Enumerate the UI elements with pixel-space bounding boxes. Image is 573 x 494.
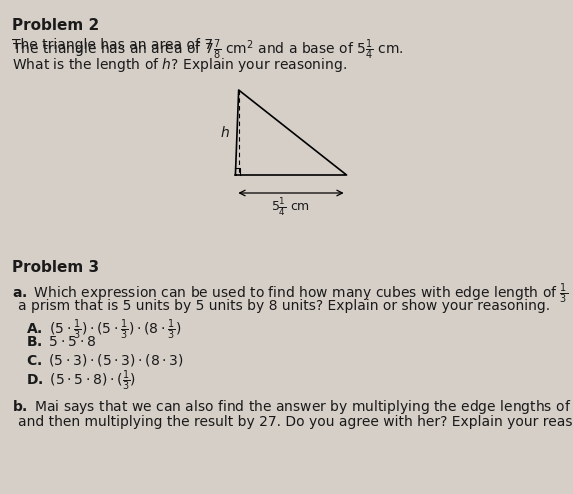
Text: $\bf{A.}$ $(5 \cdot \frac{1}{3}) \cdot (5 \cdot \frac{1}{3}) \cdot (8 \cdot \fra: $\bf{A.}$ $(5 \cdot \frac{1}{3}) \cdot (… [26, 318, 182, 342]
Text: Problem 3: Problem 3 [12, 260, 99, 275]
Text: and then multiplying the result by 27. Do you agree with her? Explain your reaso: and then multiplying the result by 27. D… [18, 415, 573, 429]
Text: $h$: $h$ [219, 125, 230, 140]
Text: $\bf{C.}$ $(5 \cdot 3) \cdot (5 \cdot 3) \cdot (8 \cdot 3)$: $\bf{C.}$ $(5 \cdot 3) \cdot (5 \cdot 3)… [26, 352, 184, 368]
Text: $5\frac{1}{4}$ cm: $5\frac{1}{4}$ cm [272, 196, 311, 218]
Text: $\bf{b.}$ Mai says that we can also find the answer by multiplying the edge leng: $\bf{b.}$ Mai says that we can also find… [12, 398, 573, 416]
Text: $\bf{D.}$ $(5 \cdot 5 \cdot 8) \cdot (\frac{1}{3})$: $\bf{D.}$ $(5 \cdot 5 \cdot 8) \cdot (\f… [26, 369, 136, 393]
Text: What is the length of $h$? Explain your reasoning.: What is the length of $h$? Explain your … [12, 56, 347, 74]
Text: $\bf{a.}$ Which expression can be used to find how many cubes with edge length o: $\bf{a.}$ Which expression can be used t… [12, 282, 573, 306]
Text: $\bf{B.}$ $5 \cdot 5 \cdot 8$: $\bf{B.}$ $5 \cdot 5 \cdot 8$ [26, 335, 96, 349]
Text: The triangle has an area of $7\frac{7}{8}$ cm$^2$ and a base of $5\frac{1}{4}$ c: The triangle has an area of $7\frac{7}{8… [12, 38, 403, 62]
Text: Problem 2: Problem 2 [12, 18, 99, 33]
Text: The triangle has an area of 7: The triangle has an area of 7 [12, 38, 213, 52]
Text: a prism that is 5 units by 5 units by 8 units? Explain or show your reasoning.: a prism that is 5 units by 5 units by 8 … [18, 299, 551, 313]
